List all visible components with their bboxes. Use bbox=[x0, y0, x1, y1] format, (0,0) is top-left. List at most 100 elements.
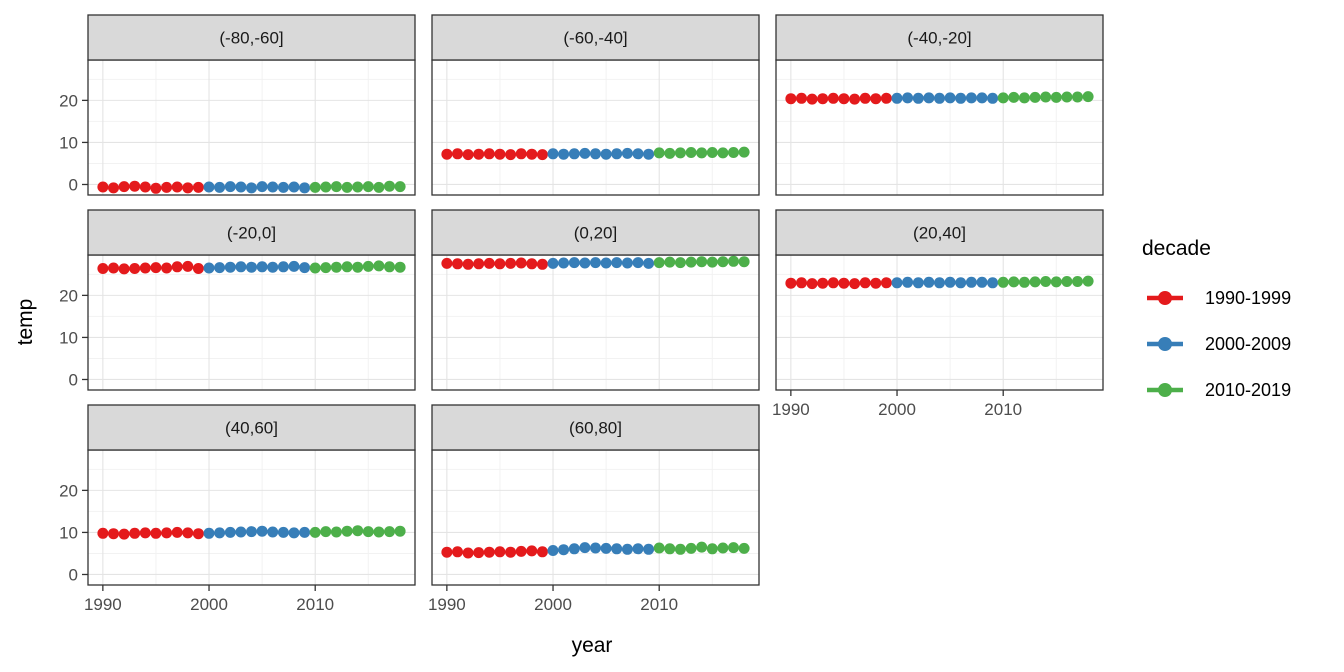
data-point bbox=[717, 542, 729, 554]
data-point bbox=[505, 257, 517, 269]
data-point bbox=[341, 525, 353, 537]
data-point bbox=[643, 257, 655, 269]
facet-strip-label: (-40,-20] bbox=[907, 29, 971, 48]
data-point bbox=[320, 262, 332, 274]
facet-panel bbox=[88, 255, 415, 390]
data-point bbox=[965, 276, 977, 288]
data-point bbox=[558, 544, 570, 556]
facet-0: (-80,-60] 0 10 20 bbox=[59, 14, 416, 196]
data-point bbox=[235, 526, 247, 538]
data-point bbox=[632, 543, 644, 555]
x-tick-label: 1990 bbox=[84, 595, 122, 614]
data-point bbox=[621, 257, 633, 269]
data-point bbox=[621, 147, 633, 159]
data-point bbox=[384, 526, 395, 538]
data-point bbox=[547, 545, 559, 556]
facet-strip bbox=[775, 14, 1104, 61]
data-point bbox=[849, 93, 861, 105]
legend-entry-label: 1990-1999 bbox=[1205, 288, 1291, 308]
data-point bbox=[536, 546, 548, 558]
data-point bbox=[299, 262, 311, 274]
data-point bbox=[515, 545, 527, 557]
data-point bbox=[600, 148, 612, 160]
data-point bbox=[976, 92, 988, 104]
data-point bbox=[955, 277, 967, 289]
data-point bbox=[717, 256, 729, 268]
data-point bbox=[664, 147, 676, 159]
data-point bbox=[1072, 276, 1083, 287]
facet-3: (-20,0] 0 10 20 bbox=[59, 209, 416, 391]
data-point bbox=[838, 277, 850, 289]
legend-key-dot bbox=[1158, 337, 1172, 351]
data-point bbox=[706, 543, 718, 555]
facet-strip-label: (-80,-60] bbox=[219, 29, 283, 48]
data-point bbox=[494, 546, 506, 558]
data-point bbox=[526, 148, 538, 160]
facet-panel bbox=[432, 60, 759, 195]
data-point bbox=[515, 257, 527, 269]
data-point bbox=[277, 181, 289, 193]
data-point bbox=[139, 181, 151, 193]
data-point bbox=[600, 257, 612, 269]
data-point bbox=[288, 181, 300, 193]
data-point bbox=[891, 277, 903, 289]
data-point bbox=[246, 526, 257, 538]
data-point bbox=[870, 93, 882, 105]
data-point bbox=[118, 528, 130, 540]
data-point bbox=[267, 181, 279, 193]
data-point bbox=[696, 147, 708, 159]
data-point bbox=[352, 525, 364, 537]
data-point bbox=[462, 149, 474, 161]
data-point bbox=[192, 528, 204, 540]
legend-key-dot bbox=[1158, 291, 1172, 305]
facet-strip-label: (40,60] bbox=[225, 419, 278, 438]
y-tick-label: 20 bbox=[59, 91, 78, 110]
facet-1: (-60,-40] bbox=[431, 14, 760, 196]
data-point bbox=[362, 526, 374, 538]
x-tick-label: 1990 bbox=[428, 595, 466, 614]
data-point bbox=[934, 277, 945, 289]
data-point bbox=[161, 262, 173, 274]
data-point bbox=[838, 93, 850, 105]
x-tick-label: 2010 bbox=[296, 595, 334, 614]
data-point bbox=[547, 148, 559, 160]
data-point bbox=[685, 256, 697, 268]
data-point bbox=[515, 148, 527, 160]
data-point bbox=[373, 260, 385, 272]
data-point bbox=[785, 277, 797, 289]
facet-panel bbox=[776, 60, 1103, 195]
data-point bbox=[139, 527, 151, 539]
data-point bbox=[685, 147, 697, 158]
facet-strip-label: (20,40] bbox=[913, 224, 966, 243]
data-point bbox=[394, 181, 406, 193]
data-point bbox=[373, 181, 385, 193]
y-tick-label: 0 bbox=[69, 175, 78, 194]
data-point bbox=[987, 92, 999, 104]
data-point bbox=[277, 261, 289, 273]
data-point bbox=[728, 255, 739, 267]
data-point bbox=[246, 182, 257, 194]
data-point bbox=[568, 543, 580, 555]
facet-strip bbox=[87, 209, 416, 256]
data-point bbox=[579, 542, 591, 554]
data-point bbox=[696, 541, 708, 553]
data-point bbox=[118, 263, 130, 275]
data-point bbox=[150, 182, 162, 194]
data-point bbox=[182, 182, 194, 194]
data-point bbox=[394, 525, 406, 537]
data-point bbox=[97, 263, 109, 274]
data-point bbox=[902, 276, 914, 288]
data-point bbox=[462, 547, 474, 559]
data-point bbox=[817, 93, 829, 105]
data-point bbox=[394, 261, 406, 273]
data-point bbox=[341, 261, 353, 273]
data-point bbox=[441, 148, 453, 160]
data-point bbox=[330, 181, 342, 193]
data-point bbox=[452, 148, 463, 160]
legend-key-dot bbox=[1158, 383, 1172, 397]
x-tick-label: 1990 bbox=[772, 400, 810, 419]
data-point bbox=[362, 181, 374, 193]
data-point bbox=[526, 545, 538, 557]
facet-strip bbox=[431, 209, 760, 256]
data-point bbox=[129, 263, 141, 274]
